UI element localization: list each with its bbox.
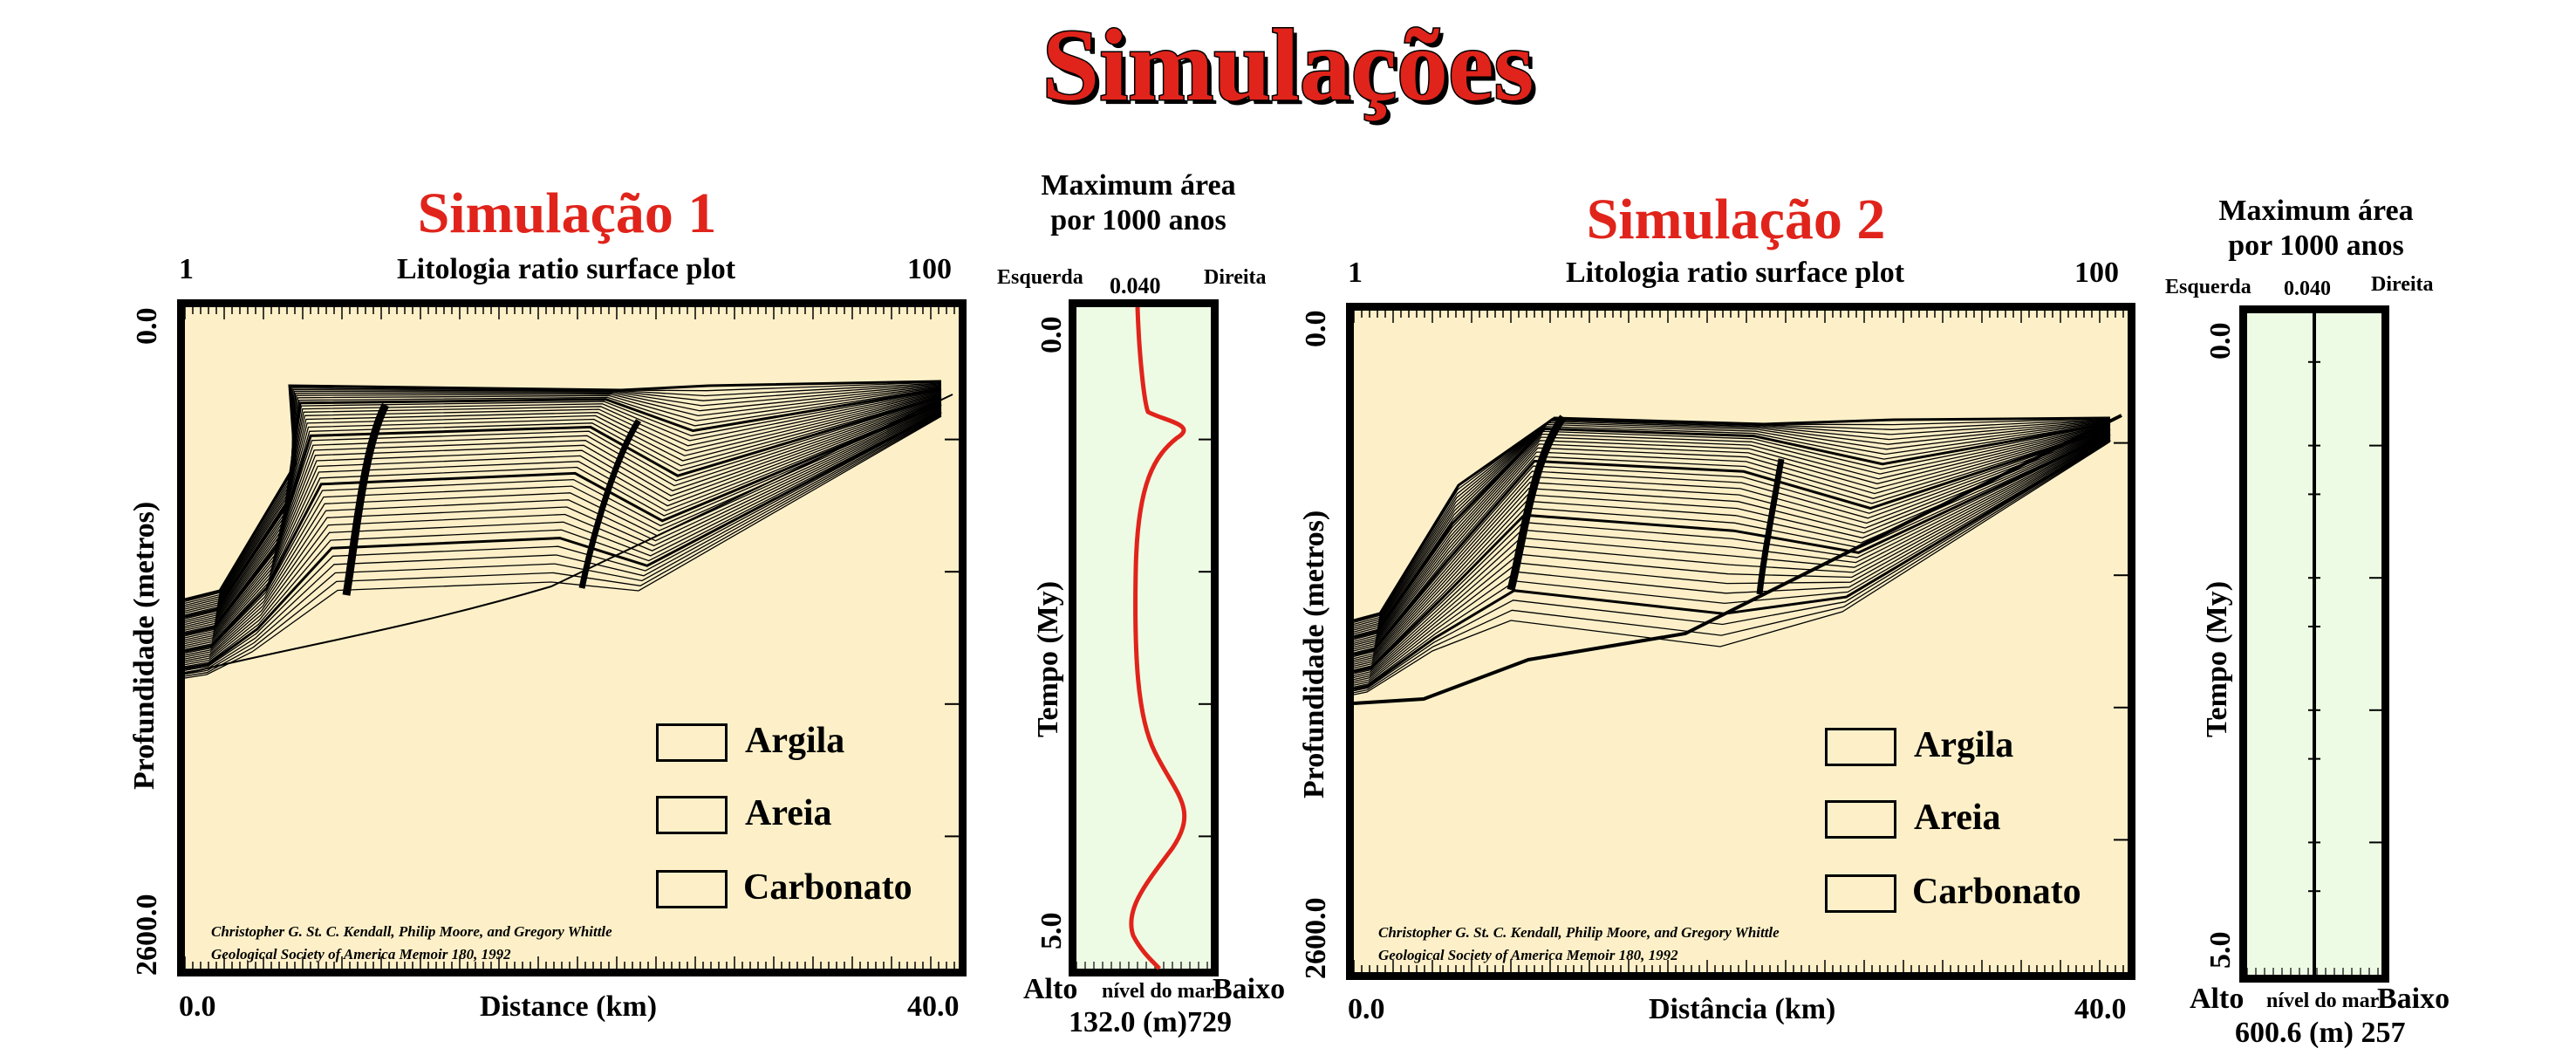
sim2-col-bottom-right: Baixo [2377,983,2450,1015]
sim1-y-bottom: 2600.0 [131,894,163,976]
sim1-col-y-top: 0.0 [1035,316,1068,354]
simulation-1-title: Simulação 1 [417,182,717,245]
sim2-y-top: 0.0 [1300,310,1332,348]
sim2-col-y-top: 0.0 [2204,322,2237,360]
sim1-ylabel: Profundidade (metros) [128,501,161,790]
sim1-area-column [1069,299,1219,976]
col-title-line-1: Maximum área [2218,195,2414,227]
sim1-col-bottom-values: 132.0 (m)729 [1069,1006,1232,1038]
sim2-col-left: Esquerda [2165,276,2251,298]
sim2-col-title: Maximum área por 1000 anos [2172,194,2460,264]
sim1-lithology-plot: Argila Areia Carbonato Christopher G. St… [177,299,967,976]
sim2-x-right: 40.0 [2074,993,2127,1025]
axis-ticks [184,307,959,969]
citation-line-1: Christopher G. St. C. Kendall, Philip Mo… [1378,924,1780,941]
legend-carbonato-swatch [656,870,728,908]
citation-line-1: Christopher G. St. C. Kendall, Philip Mo… [211,923,612,940]
sim2-col-right: Direita [2371,273,2434,296]
strata-bands [1353,414,2122,705]
col-title-line-1: Maximum área [1041,169,1236,202]
sim1-xlabel: Distance (km) [480,990,658,1023]
sim2-y-bottom: 2600.0 [1300,897,1332,980]
sim1-area-curve-svg [1076,306,1211,970]
axis-ticks [1353,311,2128,972]
sim2-stratigraphy-svg [1353,311,2128,972]
sim1-x-right: 40.0 [907,990,960,1023]
area-curve [1129,306,1187,970]
legend-carbonato-label: Carbonato [743,867,912,908]
legend-areia-label: Areia [745,793,832,833]
sim1-col-left: Esquerda [997,266,1083,289]
sim1-col-y-bottom: 5.0 [1035,912,1068,950]
sim1-col-bottom-center: nível do mar [1102,980,1215,1003]
legend-areia-label: Areia [1914,798,2001,838]
citation-line-2: Geological Society of America Memoir 180… [1378,947,1678,963]
legend-carbonato-swatch [1825,874,1896,913]
sim2-top-left-label: 1 [1348,257,1363,289]
legend-areia-swatch [1825,800,1896,839]
citation-line-2: Geological Society of America Memoir 180… [211,946,511,963]
sim2-xlabel: Distância (km) [1649,993,1836,1025]
sim1-top-right-label: 100 [907,253,952,285]
sim2-plot-title: Litologia ratio surface plot [1566,257,1905,289]
sim2-area-column [2239,305,2389,983]
simulation-2-title: Simulação 2 [1586,188,1886,251]
strata-bands [184,394,953,675]
sim1-col-bottom-right: Baixo [1213,973,1286,1005]
sim2-ylabel: Profundidade (metros) [1298,510,1330,798]
sim2-col-y-bottom: 5.0 [2204,931,2237,970]
legend-argila-label: Argila [745,721,845,761]
strata-lines [1353,416,2111,695]
sim1-y-top: 0.0 [131,307,163,346]
sim1-col-bottom-left: Alto [1023,973,1078,1005]
sim1-x-left: 0.0 [179,990,216,1023]
legend-carbonato-label: Carbonato [1912,872,2081,912]
page-title: Simulações [1041,7,1535,124]
sim1-top-left-label: 1 [179,253,194,285]
sim1-col-ylabel: Tempo (My) [1032,580,1064,737]
legend-argila-label: Argila [1914,725,2014,765]
sim2-citation: Christopher G. St. C. Kendall, Philip Mo… [1378,922,1780,967]
legend-areia-swatch [656,796,728,834]
sim1-stratigraphy-svg [184,307,959,969]
strata-lines [184,380,942,679]
sim1-plot-title: Litologia ratio surface plot [397,253,736,285]
sim2-lithology-plot: Argila Areia Carbonato Christopher G. St… [1346,303,2135,980]
sim2-col-bottom-values: 600.6 (m) 257 [2235,1017,2406,1049]
sim1-col-right: Direita [1204,266,1267,289]
sim2-area-curve-svg [2246,313,2381,975]
col-title-line-2: por 1000 anos [1050,204,1227,236]
sim2-col-ylabel: Tempo (My) [2201,580,2233,737]
col-title-line-2: por 1000 anos [2228,230,2404,262]
sim2-col-bottom-center: nível do mar [2266,990,2380,1012]
legend-argila-swatch [656,723,728,762]
sim2-top-right-label: 100 [2074,257,2119,289]
sim1-col-title: Maximum área por 1000 anos [994,168,1282,238]
sim1-col-center: 0.040 [1110,273,1161,298]
sim2-x-left: 0.0 [1348,993,1385,1025]
sim1-citation: Christopher G. St. C. Kendall, Philip Mo… [211,921,612,966]
sim2-col-center: 0.040 [2284,277,2331,300]
sim2-col-bottom-left: Alto [2190,983,2245,1015]
legend-argila-swatch [1825,728,1896,766]
